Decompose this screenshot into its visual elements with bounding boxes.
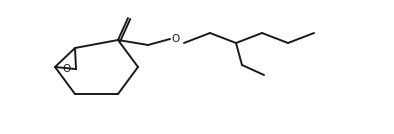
Text: O: O <box>62 64 70 74</box>
Text: O: O <box>172 34 180 44</box>
